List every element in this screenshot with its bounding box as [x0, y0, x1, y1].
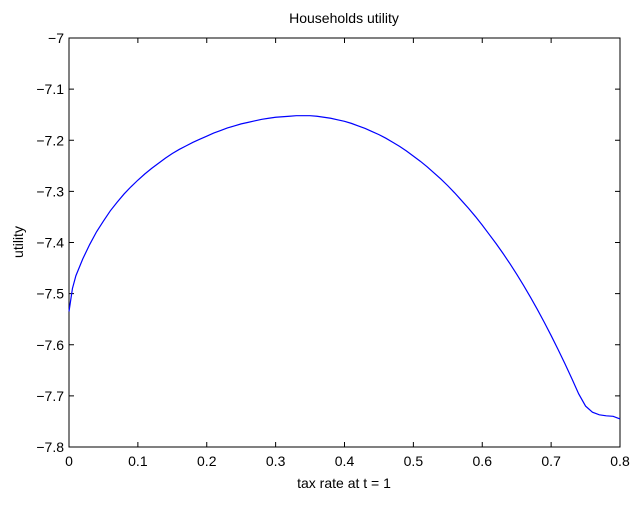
y-tick-label: −7.4: [36, 235, 64, 251]
y-axis-label: utility: [10, 226, 26, 258]
x-tick-label: 0.5: [404, 453, 424, 469]
y-tick-label: −7.7: [36, 388, 64, 404]
y-tick-label: −7.8: [36, 439, 64, 455]
x-tick-label: 0.2: [197, 453, 217, 469]
x-tick-label: 0.1: [128, 453, 148, 469]
x-tick-label: 0.8: [610, 453, 630, 469]
x-tick-label: 0.7: [541, 453, 561, 469]
x-axis-label: tax rate at t = 1: [297, 475, 391, 491]
y-tick-label: −7.2: [36, 132, 64, 148]
axis-tick-labels: 0 0.1 0.2 0.3 0.4 0.5 0.6 0.7 0.8 −7.8 −7.7 −7.6 −7.…: [36, 30, 630, 469]
chart-title: Households utility: [289, 10, 399, 26]
y-tick-label: −7.3: [36, 183, 64, 199]
x-tick-label: 0: [65, 453, 73, 469]
y-tick-label: −7.5: [36, 286, 64, 302]
series-layer: [68, 115, 621, 420]
y-tick-label: −7: [48, 30, 64, 46]
x-tick-label: 0.4: [335, 453, 355, 469]
y-tick-label: −7.6: [36, 337, 64, 353]
y-tick-label: −7.1: [36, 81, 64, 97]
x-tick-label: 0.3: [266, 453, 286, 469]
plot-area-frame: [68, 37, 621, 448]
utility-series-line: [68, 115, 621, 420]
x-tick-label: 0.6: [473, 453, 493, 469]
